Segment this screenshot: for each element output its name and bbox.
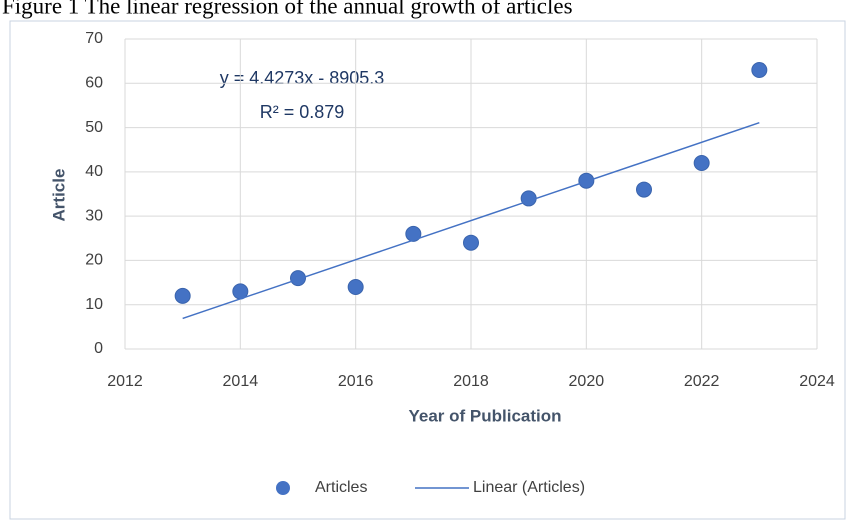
y-tick-label: 30 — [85, 207, 103, 224]
y-axis-title: Article — [49, 169, 68, 222]
y-tick-label: 50 — [85, 119, 103, 136]
y-tick-label: 0 — [94, 340, 103, 357]
x-tick-label: 2018 — [453, 373, 489, 390]
legend-label: Linear (Articles) — [473, 479, 585, 496]
x-tick-label: 2024 — [799, 373, 835, 390]
y-tick-label: 20 — [85, 252, 103, 269]
x-tick-label: 2022 — [684, 373, 720, 390]
equation: y = 4.4273x - 8905.3 — [220, 68, 385, 88]
r-squared: R² = 0.879 — [260, 102, 345, 122]
data-point — [290, 270, 306, 287]
data-point — [405, 225, 422, 242]
x-tick-label: 2020 — [569, 373, 605, 390]
data-point — [347, 279, 364, 295]
chart-frame — [9, 20, 846, 520]
legend-marker — [276, 481, 290, 495]
x-axis-title: Year of Publication — [408, 406, 561, 425]
x-tick-label: 2014 — [223, 373, 259, 390]
data-point — [174, 287, 191, 304]
legend-label: Articles — [315, 479, 367, 496]
data-point — [463, 234, 479, 251]
y-tick-label: 60 — [85, 75, 103, 92]
data-point — [693, 155, 710, 171]
y-tick-label: 40 — [85, 163, 103, 180]
y-tick-label: 70 — [85, 30, 103, 47]
x-tick-label: 2012 — [107, 373, 143, 390]
data-point — [751, 62, 768, 78]
y-tick-label: 10 — [85, 296, 103, 313]
chart-title: Figure 1 The linear regression of the an… — [2, 0, 573, 18]
trendline — [182, 121, 760, 320]
x-tick-label: 2016 — [338, 373, 374, 390]
data-point — [636, 181, 652, 198]
